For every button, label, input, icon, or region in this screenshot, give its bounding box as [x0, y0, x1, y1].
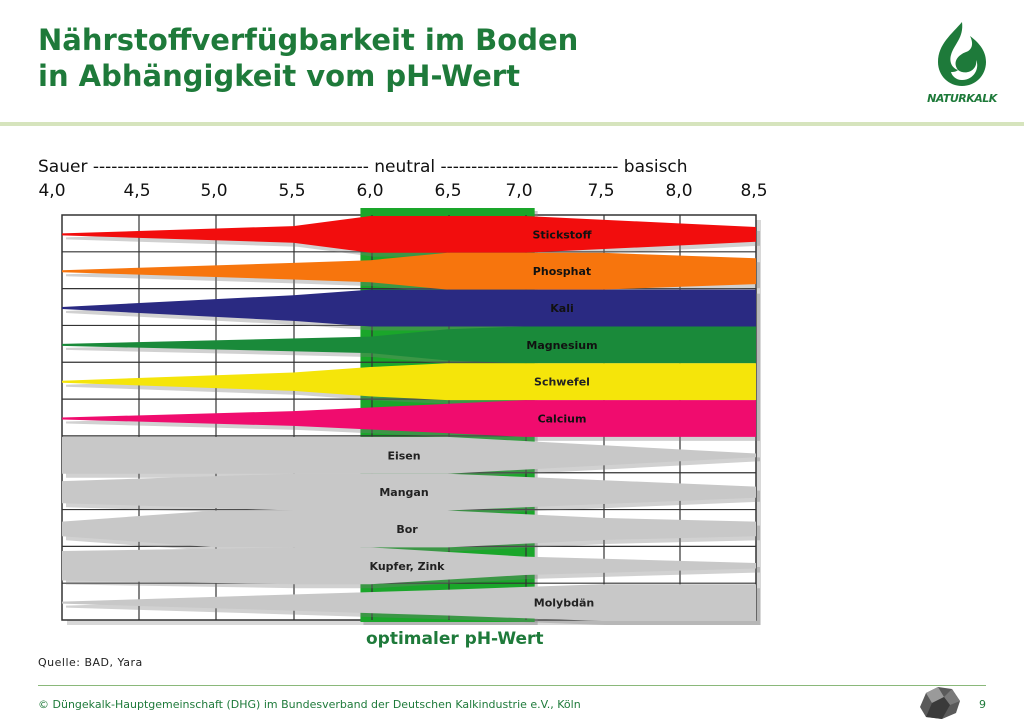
- nutrient-band-0: [62, 216, 756, 253]
- nutrient-band-9: [62, 547, 756, 585]
- nutrient-band-4: [62, 363, 756, 401]
- nutrient-label-8: Bor: [396, 523, 418, 536]
- ph-tick-8: 8,0: [665, 181, 693, 201]
- nutrient-band-5: [62, 400, 756, 437]
- ph-tick-1: 4,5: [123, 181, 151, 201]
- source-note: Quelle: BAD, Yara: [38, 656, 143, 669]
- nutrient-label-3: Magnesium: [526, 339, 597, 352]
- nutrient-label-10: Molybdän: [534, 597, 594, 610]
- nutrient-label-4: Schwefel: [534, 376, 590, 389]
- nutrient-label-2: Kali: [550, 302, 574, 315]
- page-number: 9: [979, 698, 986, 711]
- nutrient-band-2: [62, 289, 756, 327]
- title-line-1: Nährstoffverfügbarkeit im Boden: [38, 23, 579, 57]
- nutrient-band-1: [62, 252, 756, 290]
- nutrient-label-6: Eisen: [387, 449, 420, 462]
- page-title: Nährstoffverfügbarkeit im Boden in Abhän…: [38, 22, 578, 94]
- ph-tick-9: 8,5: [740, 181, 768, 201]
- naturkalk-logo: NATURKALK: [922, 18, 1002, 108]
- nutrient-band-8: [62, 510, 756, 548]
- nutrient-band-7: [62, 473, 756, 511]
- nutrient-label-1: Phosphat: [533, 265, 591, 278]
- nutrient-band-3: [62, 326, 756, 364]
- nutrient-label-7: Mangan: [379, 486, 428, 499]
- logo-text: NATURKALK: [927, 92, 997, 105]
- nutrient-label-5: Calcium: [538, 413, 587, 426]
- ph-tick-7: 7,5: [587, 181, 615, 201]
- ph-scale-label: Sauer ----------------------------------…: [38, 157, 688, 177]
- footer-divider: [38, 685, 986, 686]
- optimal-ph-label: optimaler pH-Wert: [366, 629, 544, 649]
- naturkalk-logo-icon: [938, 22, 986, 86]
- footer-text: © Düngekalk-Hauptgemeinschaft (DHG) im B…: [38, 698, 581, 711]
- ph-tick-2: 5,0: [200, 181, 228, 201]
- title-line-2: in Abhängigkeit vom pH-Wert: [38, 59, 520, 93]
- ph-tick-5: 6,5: [434, 181, 462, 201]
- nutrient-band-10: [62, 584, 756, 621]
- header-divider: [0, 122, 1024, 126]
- ph-tick-3: 5,5: [278, 181, 306, 201]
- nutrient-band-6: [62, 436, 756, 474]
- nutrient-availability-chart: Stickstoff Phosphat Kali Magnesium Schwefel C…: [61, 208, 761, 625]
- nutrient-label-0: Stickstoff: [532, 228, 591, 241]
- nutrient-label-9: Kupfer, Zink: [370, 560, 446, 573]
- ph-tick-0: 4,0: [38, 181, 66, 201]
- limestone-icon: [920, 687, 960, 719]
- ph-tick-6: 7,0: [505, 181, 533, 201]
- ph-tick-4: 6,0: [356, 181, 384, 201]
